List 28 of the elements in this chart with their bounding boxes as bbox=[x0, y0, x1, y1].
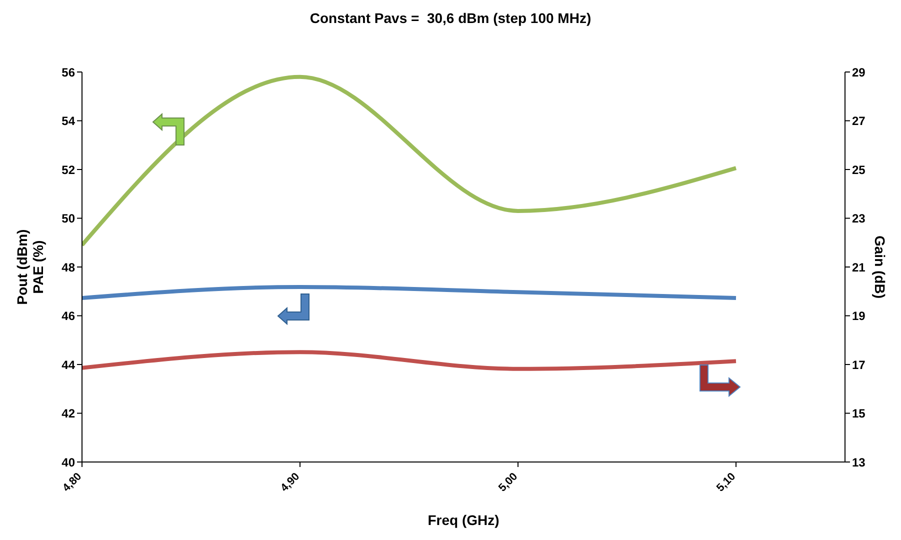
y2-tick-label: 13 bbox=[852, 455, 866, 470]
y-tick-label: 54 bbox=[62, 114, 76, 128]
x-tick-label: 5,00 bbox=[496, 470, 520, 494]
y-tick-label: 44 bbox=[62, 358, 76, 372]
y2-axis-title: Gain (dB) bbox=[872, 236, 888, 298]
y-tick-label: 56 bbox=[62, 65, 76, 80]
y-tick-label: 48 bbox=[62, 260, 76, 274]
y2-tick-label: 27 bbox=[852, 114, 866, 128]
y-tick-label: 40 bbox=[62, 455, 76, 470]
y2-tick-label: 21 bbox=[852, 260, 866, 274]
y2-tick-label: 25 bbox=[852, 162, 866, 177]
y-tick-label: 52 bbox=[62, 162, 76, 177]
x-tick-label: 4,80 bbox=[60, 470, 84, 494]
y2-tick-label: 23 bbox=[852, 212, 866, 226]
line-series bbox=[82, 350, 738, 371]
y2-tick-label: 17 bbox=[852, 358, 866, 372]
chart-title: Constant Pavs = 30,6 dBm (step 100 MHz) bbox=[308, 10, 592, 26]
line-series bbox=[82, 74, 738, 248]
y2-tick-label: 15 bbox=[852, 406, 866, 421]
y-tick-label: 50 bbox=[62, 212, 76, 226]
x-tick-label: 5,10 bbox=[714, 470, 738, 494]
y2-tick-label: 19 bbox=[852, 309, 866, 324]
y-axis-title: Pout (dBm) PAE (%) bbox=[14, 229, 46, 305]
x-axis-title: Freq (GHz) bbox=[426, 512, 500, 528]
y-tick-label: 42 bbox=[62, 406, 76, 421]
y-tick-label: 46 bbox=[62, 309, 76, 324]
x-tick-label: 4,90 bbox=[278, 470, 302, 494]
y2-tick-label: 29 bbox=[852, 65, 866, 80]
